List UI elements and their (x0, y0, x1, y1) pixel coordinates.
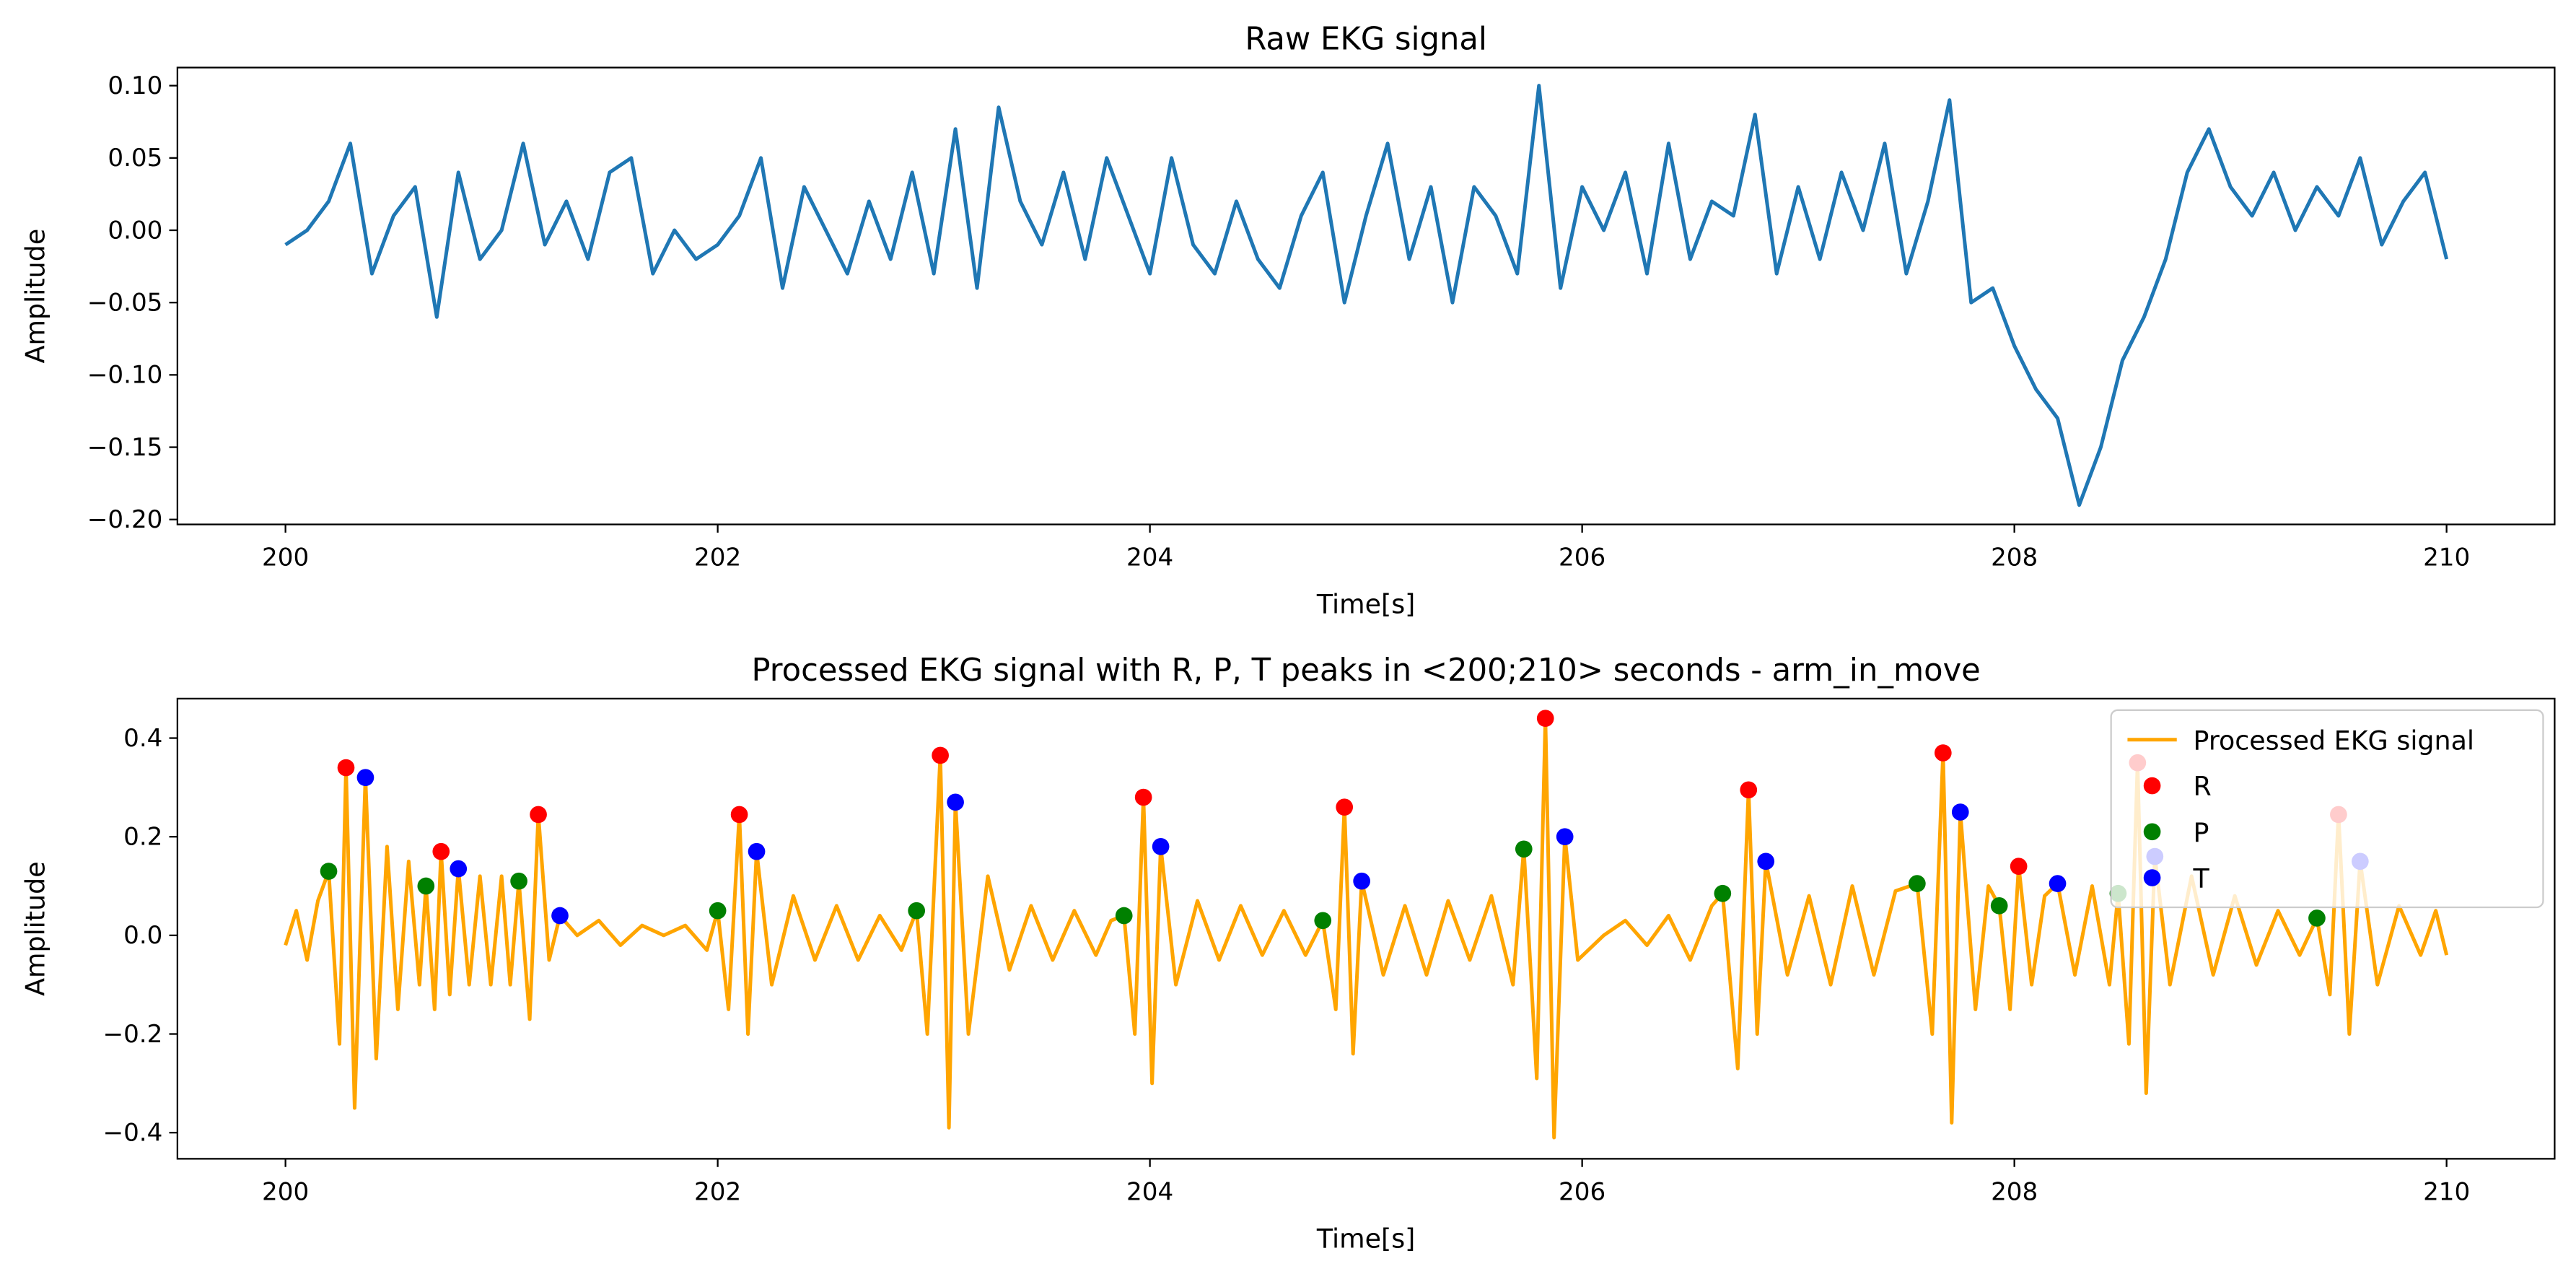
peak-marker (2010, 858, 2028, 876)
y-tick-label: 0.05 (108, 144, 162, 173)
y-tick-label: −0.10 (87, 361, 163, 390)
x-axis-label: Time[s] (1316, 588, 1415, 619)
peak-marker (947, 793, 964, 811)
peak-marker (1336, 798, 1354, 816)
signal-line (284, 84, 2449, 507)
peak-marker (337, 759, 355, 777)
peak-marker (1757, 852, 1775, 871)
y-tick-label: 0.00 (108, 216, 162, 245)
legend-marker (2143, 777, 2161, 795)
peak-marker (510, 872, 527, 890)
peak-marker (1714, 884, 1732, 902)
peak-marker (709, 902, 727, 920)
y-tick-label: −0.20 (87, 505, 163, 534)
chart-title: Raw EKG signal (1245, 22, 1487, 58)
peak-marker (1134, 788, 1152, 806)
peak-marker (1740, 781, 1758, 799)
chart-title: Processed EKG signal with R, P, T peaks … (751, 653, 1980, 689)
x-tick-label: 204 (1126, 543, 1173, 572)
x-tick-label: 200 (262, 543, 309, 572)
legend-box (2110, 709, 2544, 909)
peak-marker (1934, 744, 1952, 762)
axes-frame (176, 697, 2556, 1160)
peak-marker (1990, 897, 2008, 915)
peak-marker (932, 746, 949, 764)
legend-label: T (2193, 863, 2210, 894)
peak-marker (1909, 875, 1926, 892)
peak-marker (2308, 909, 2326, 927)
peak-marker (748, 842, 766, 860)
y-tick-label: −0.4 (102, 1119, 162, 1148)
y-axis-label: Amplitude (19, 861, 51, 996)
x-tick-label: 206 (1559, 543, 1605, 572)
legend-label: R (2194, 771, 2212, 802)
x-tick-label: 200 (262, 1177, 309, 1206)
y-tick-label: 0.0 (123, 921, 162, 950)
legend-label: P (2194, 817, 2209, 848)
y-tick-label: −0.05 (87, 289, 163, 318)
legend-marker (2143, 823, 2161, 841)
y-tick-label: −0.15 (87, 433, 163, 462)
x-tick-label: 208 (1991, 543, 2038, 572)
legend-label: Processed EKG signal (2194, 725, 2475, 756)
peak-marker (2049, 875, 2067, 892)
peak-marker (1536, 710, 1554, 728)
y-tick-label: 0.10 (108, 71, 162, 100)
peak-marker (417, 877, 435, 895)
peak-marker (1152, 838, 1170, 855)
peak-marker (432, 842, 450, 860)
y-tick-label: 0.4 (123, 724, 162, 753)
x-tick-label: 210 (2423, 1177, 2470, 1206)
legend: Processed EKG signal RPT (2110, 709, 2544, 909)
x-tick-label: 202 (694, 1177, 741, 1206)
y-axis-label: Amplitude (19, 229, 51, 364)
peak-marker (1314, 912, 1332, 930)
x-tick-label: 204 (1126, 1177, 1173, 1206)
x-tick-label: 208 (1991, 1177, 2038, 1206)
x-tick-label: 210 (2423, 543, 2470, 572)
peak-marker (730, 806, 748, 824)
peak-marker (1353, 872, 1370, 890)
plot-area (284, 84, 2449, 507)
plot-area (284, 710, 2449, 1140)
x-tick-label: 206 (1559, 1177, 1605, 1206)
y-tick-label: −0.2 (102, 1020, 162, 1049)
peak-marker (450, 860, 468, 878)
axes-frame (176, 66, 2556, 525)
peak-marker (1115, 907, 1133, 925)
y-tick-label: 0.2 (123, 823, 162, 852)
legend-marker (2143, 869, 2161, 886)
peak-marker (1556, 828, 1574, 846)
peak-marker (551, 907, 569, 925)
peak-marker (1951, 803, 1969, 821)
peak-marker (1515, 840, 1533, 858)
peak-marker (908, 902, 926, 920)
x-axis-label: Time[s] (1316, 1223, 1415, 1254)
x-tick-label: 202 (694, 543, 741, 572)
signal-line (284, 716, 2449, 1140)
peak-marker (530, 806, 547, 824)
peak-marker (356, 769, 374, 787)
peak-marker (320, 863, 338, 880)
